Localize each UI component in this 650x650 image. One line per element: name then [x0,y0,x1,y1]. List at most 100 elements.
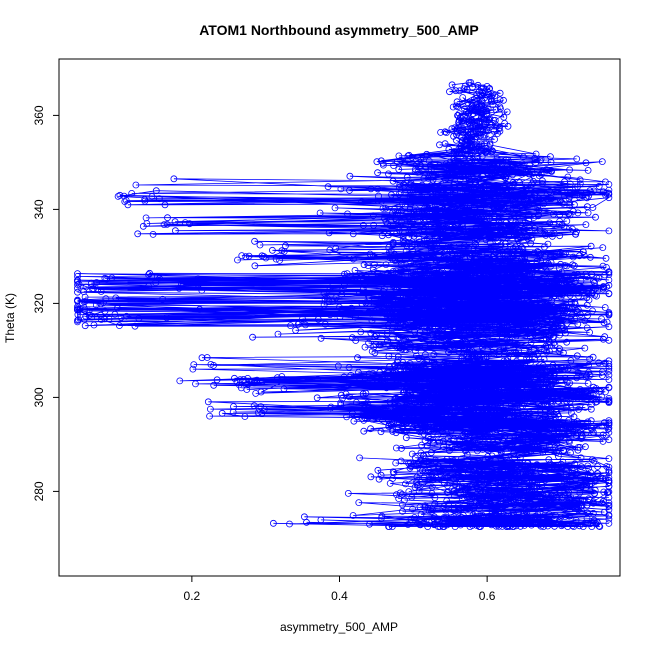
data-point [463,262,471,270]
data-point [564,173,572,181]
data-point [466,482,474,490]
data-point [431,494,439,502]
data-point [525,469,533,477]
data-point [574,320,582,328]
data-point [385,421,393,429]
data-point [406,181,414,189]
data-point [574,209,582,217]
data-point [206,405,214,413]
data-point [534,248,541,255]
data-point [192,380,199,388]
data-point [287,322,294,330]
data-point [407,258,415,266]
data-point [483,83,491,90]
data-point [450,181,458,189]
data-point [363,399,371,407]
data-point [396,257,404,265]
data-point [258,252,266,260]
data-point [590,383,597,391]
data-point [533,275,540,283]
data-point [467,232,475,240]
data-point [459,374,467,382]
data-point [491,365,499,373]
data-point [533,437,541,445]
data-point [458,463,466,471]
data-point [360,408,368,416]
data-point [491,497,499,505]
data-point [483,366,491,374]
data-point [370,222,378,229]
data-point [450,198,457,206]
data-point [522,418,530,425]
data-point [468,491,476,499]
data-point [545,302,552,310]
data-point [414,229,421,237]
data-point [407,376,415,384]
data-point [440,223,448,231]
data-point [148,193,156,200]
data-point [558,521,566,528]
data-point [471,209,479,217]
data-point [491,135,499,143]
data-point [556,284,563,292]
data-point [470,315,478,323]
data-point [567,298,575,306]
data-point [351,313,359,321]
data-point [469,110,477,117]
data-point [523,383,530,391]
y-tick-label: 300 [32,387,46,407]
data-point [286,520,293,528]
data-point [317,334,325,342]
data-point [603,318,611,326]
data-point [372,340,380,348]
data-point [537,155,545,163]
data-point [535,206,543,214]
data-point [431,223,439,231]
data-point [514,235,522,243]
data-point [536,226,544,234]
data-point [458,136,466,144]
data-point [388,523,396,530]
data-point [460,334,468,342]
data-point [551,375,559,383]
data-point [488,511,495,518]
data-point [581,317,589,325]
data-point [489,258,497,265]
data-point [94,286,102,294]
data-point [435,319,443,327]
data-point [399,300,407,308]
data-point [605,357,613,365]
data-point [591,282,599,290]
data-point [605,474,613,481]
data-point [573,502,581,510]
data-point [329,297,337,305]
y-axis-label: Theta (K) [3,293,17,343]
data-point [473,235,481,243]
data-point [511,466,519,474]
data-point [472,165,480,173]
data-point [479,89,487,97]
data-point [544,522,552,530]
data-point [565,364,572,372]
data-point [551,252,559,260]
data-point [116,191,124,199]
data-point [362,299,370,307]
data-point [561,307,568,315]
data-point [434,423,442,431]
data-point [292,326,300,334]
data-point [605,290,613,298]
data-point [369,309,376,317]
data-point [394,407,402,415]
data-point [572,230,579,238]
data-point [470,204,478,212]
data-point [476,290,484,298]
data-point [250,402,258,410]
data-point [462,145,470,153]
data-point [532,461,540,469]
data-point [553,439,561,447]
data-point [547,520,555,528]
data-point [428,184,435,191]
data-point [455,306,463,314]
data-point [396,181,404,189]
data-point [548,230,556,238]
